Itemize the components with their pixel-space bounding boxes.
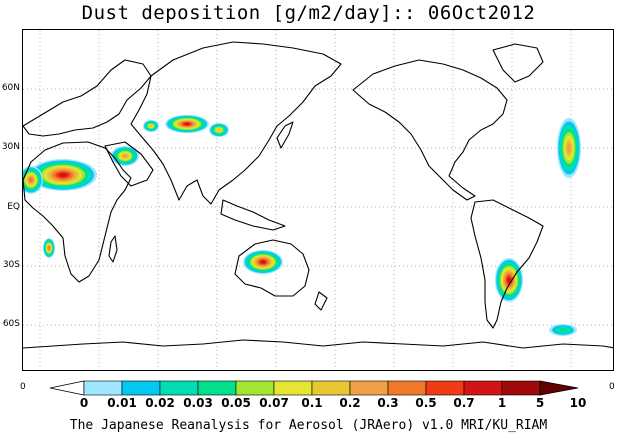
colorbar (49, 380, 579, 396)
dust-contour (29, 177, 33, 183)
dust-contour (507, 277, 511, 283)
dust-deposition-layer (23, 115, 581, 336)
lat-label-60n: 60N (1, 83, 20, 93)
colorbar-tick-label: 0.07 (259, 396, 289, 410)
colorbar-box (311, 380, 351, 396)
colorbar-box (235, 380, 275, 396)
dust-contour (566, 142, 572, 154)
dust-contour (122, 154, 128, 158)
edge-label-right: 0 (609, 382, 615, 392)
colorbar-tick-label: 0.7 (453, 396, 475, 410)
map-title: Dust deposition [g/m2/day]:: 06Oct2012 (81, 2, 536, 24)
colorbar-tick-label: 0.05 (221, 396, 251, 410)
lat-label-30n: 30N (1, 142, 20, 152)
colorbar-box (501, 380, 541, 396)
colorbar-tick-label: 0.5 (415, 396, 437, 410)
edge-label-left: 0 (20, 382, 26, 392)
dust-contour (58, 172, 68, 178)
colorbar-tick-label: 0.03 (183, 396, 213, 410)
colorbar-tick-label: 0.1 (301, 396, 323, 410)
lat-label-eq: EQ (7, 202, 20, 212)
map-frame (22, 29, 614, 371)
asia-coast (130, 41, 342, 205)
colorbar-box (349, 380, 389, 396)
africa-coast (23, 141, 132, 283)
dust-contour (48, 246, 50, 250)
japan-coast (276, 121, 294, 149)
colorbar-tick-label: 0.02 (145, 396, 175, 410)
colorbar-tick-label: 0.2 (339, 396, 361, 410)
world-map (23, 30, 613, 370)
arabia-coast (104, 141, 154, 187)
colorbar-tick-label: 0.3 (377, 396, 399, 410)
colorbar-box (463, 380, 503, 396)
new-zealand-coast (314, 291, 328, 311)
colorbar-arrow-high (539, 380, 579, 396)
lat-label-60s: 60S (2, 319, 20, 329)
lat-label-30s: 30S (2, 260, 20, 270)
australia-coast (234, 239, 310, 297)
colorbar-tick-label: 0.01 (107, 396, 137, 410)
dust-contour (184, 122, 190, 126)
gridlines (23, 30, 613, 370)
colorbar-box (121, 380, 161, 396)
south-america-coast (470, 199, 544, 329)
dust-contour (558, 328, 568, 332)
colorbar-box (83, 380, 123, 396)
colorbar-box (425, 380, 465, 396)
colorbar-arrow-low (49, 380, 85, 396)
north-america-coast (352, 59, 508, 201)
colorbar-tick-label: 10 (569, 396, 587, 410)
se-asia-islands (220, 199, 286, 231)
coastlines (23, 41, 613, 349)
antarctica-coast (23, 339, 613, 349)
colorbar-box (197, 380, 237, 396)
colorbar-tick-label: 1 (497, 396, 507, 410)
greenland-coast (492, 43, 544, 83)
credit-line: The Japanese Reanalysis for Aerosol (JRA… (69, 418, 548, 433)
madagascar-coast (108, 235, 118, 263)
colorbar-box (159, 380, 199, 396)
colorbar-tick-label: 0 (79, 396, 89, 410)
dust-contour (260, 260, 266, 264)
colorbar-box (273, 380, 313, 396)
colorbar-box (387, 380, 427, 396)
colorbar-tick-label: 5 (535, 396, 545, 410)
dust-contour (217, 128, 221, 132)
dust-contour (149, 124, 153, 128)
